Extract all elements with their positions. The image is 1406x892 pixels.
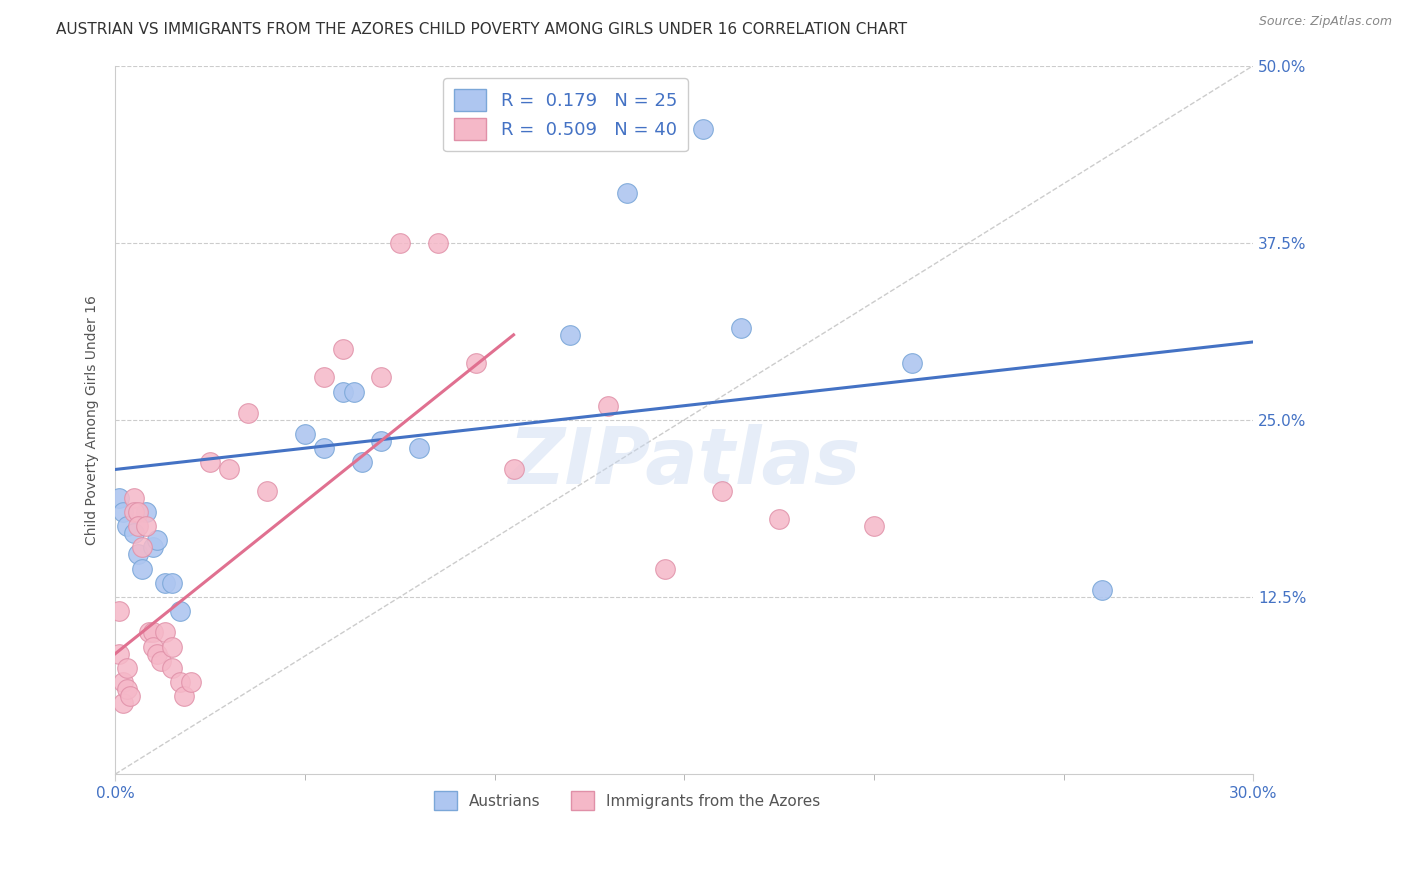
Point xyxy=(332,342,354,356)
Point xyxy=(138,625,160,640)
Point xyxy=(108,604,131,618)
Point xyxy=(111,696,134,710)
Point xyxy=(388,235,411,250)
Point xyxy=(142,640,165,654)
Text: Source: ZipAtlas.com: Source: ZipAtlas.com xyxy=(1258,15,1392,29)
Text: AUSTRIAN VS IMMIGRANTS FROM THE AZORES CHILD POVERTY AMONG GIRLS UNDER 16 CORREL: AUSTRIAN VS IMMIGRANTS FROM THE AZORES C… xyxy=(56,22,907,37)
Point xyxy=(218,462,240,476)
Point xyxy=(135,505,157,519)
Y-axis label: Child Poverty Among Girls Under 16: Child Poverty Among Girls Under 16 xyxy=(86,295,100,545)
Point xyxy=(111,505,134,519)
Point xyxy=(343,384,366,399)
Point xyxy=(370,370,392,384)
Point xyxy=(127,548,149,562)
Point xyxy=(142,541,165,555)
Legend: Austrians, Immigrants from the Azores: Austrians, Immigrants from the Azores xyxy=(427,785,827,816)
Point xyxy=(236,406,259,420)
Point xyxy=(135,519,157,533)
Point xyxy=(598,399,620,413)
Point xyxy=(502,462,524,476)
Point xyxy=(153,625,176,640)
Point xyxy=(115,519,138,533)
Point xyxy=(711,483,734,498)
Text: ZIPatlas: ZIPatlas xyxy=(508,425,860,500)
Point xyxy=(730,320,752,334)
Point xyxy=(160,661,183,675)
Point xyxy=(408,441,430,455)
Point xyxy=(146,647,169,661)
Point xyxy=(464,356,486,370)
Point xyxy=(153,575,176,590)
Point xyxy=(560,327,582,342)
Point xyxy=(312,370,335,384)
Point xyxy=(426,235,449,250)
Point xyxy=(160,575,183,590)
Point xyxy=(131,541,153,555)
Point xyxy=(169,675,191,690)
Point xyxy=(332,384,354,399)
Point xyxy=(115,661,138,675)
Point xyxy=(127,505,149,519)
Point xyxy=(654,561,676,575)
Point xyxy=(863,519,886,533)
Point xyxy=(768,512,790,526)
Point xyxy=(142,625,165,640)
Point xyxy=(256,483,278,498)
Point xyxy=(122,526,145,541)
Point xyxy=(122,491,145,505)
Point xyxy=(108,491,131,505)
Point xyxy=(901,356,924,370)
Point xyxy=(294,427,316,442)
Point xyxy=(111,675,134,690)
Point xyxy=(115,682,138,697)
Point xyxy=(169,604,191,618)
Point xyxy=(692,122,714,136)
Point xyxy=(180,675,202,690)
Point xyxy=(127,519,149,533)
Point xyxy=(131,561,153,575)
Point xyxy=(616,186,638,201)
Point xyxy=(146,533,169,548)
Point xyxy=(149,654,172,668)
Point xyxy=(173,689,195,703)
Point xyxy=(370,434,392,449)
Point xyxy=(350,455,373,469)
Point xyxy=(198,455,221,469)
Point xyxy=(160,640,183,654)
Point xyxy=(122,505,145,519)
Point xyxy=(312,441,335,455)
Point xyxy=(120,689,142,703)
Point xyxy=(108,647,131,661)
Point xyxy=(1090,582,1112,597)
